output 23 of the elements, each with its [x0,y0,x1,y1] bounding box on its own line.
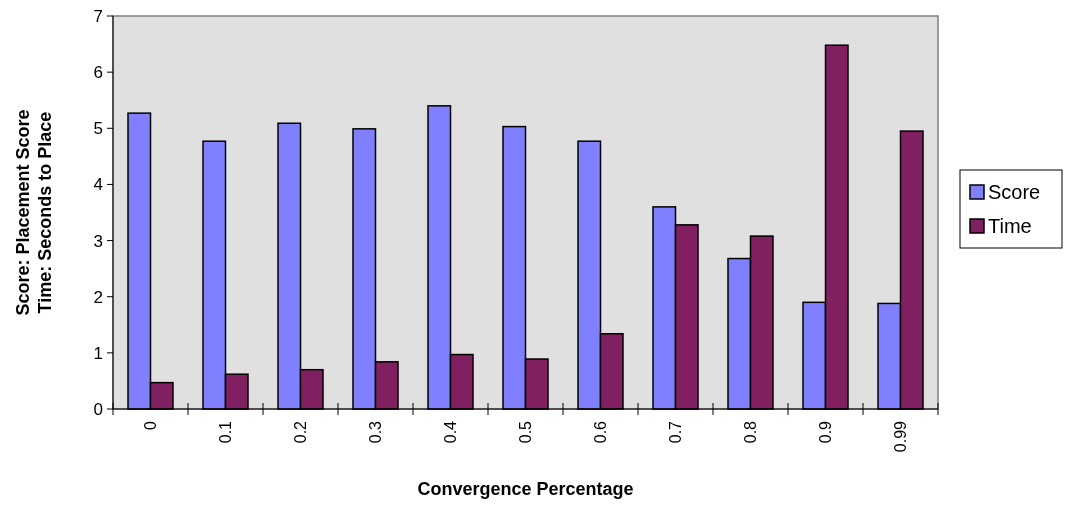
x-tick-label: 0.1 [217,420,235,444]
y-tick-label: 0 [93,399,103,419]
x-tick-label: 0.7 [667,420,685,444]
x-tick-label: 0.2 [292,420,310,444]
x-tick-label: 0.99 [892,420,910,453]
y-tick-label: 3 [93,231,103,251]
legend-label: Time [988,215,1032,237]
x-tick-label: 0.5 [517,420,535,444]
y-tick-label: 1 [93,343,103,363]
legend-label: Score [988,181,1041,203]
y-axis-title: Score: Placement Score Time: Seconds to Place [13,109,55,316]
y-tick-label: 5 [93,119,103,139]
x-tick-label: 0.4 [442,420,460,444]
x-tick-label: 0.9 [817,420,835,444]
y-tick-label: 4 [93,175,103,195]
x-axis-title: Convergence Percentage [417,479,634,499]
x-tick-label: 0.8 [742,420,760,444]
x-tick-label: 0.3 [367,420,385,444]
y-tick-label: 2 [93,287,103,307]
x-tick-label: 0 [142,420,160,430]
y-tick-label: 7 [93,6,103,26]
x-tick-label: 0.6 [592,420,610,444]
y-tick-label: 6 [93,63,103,83]
